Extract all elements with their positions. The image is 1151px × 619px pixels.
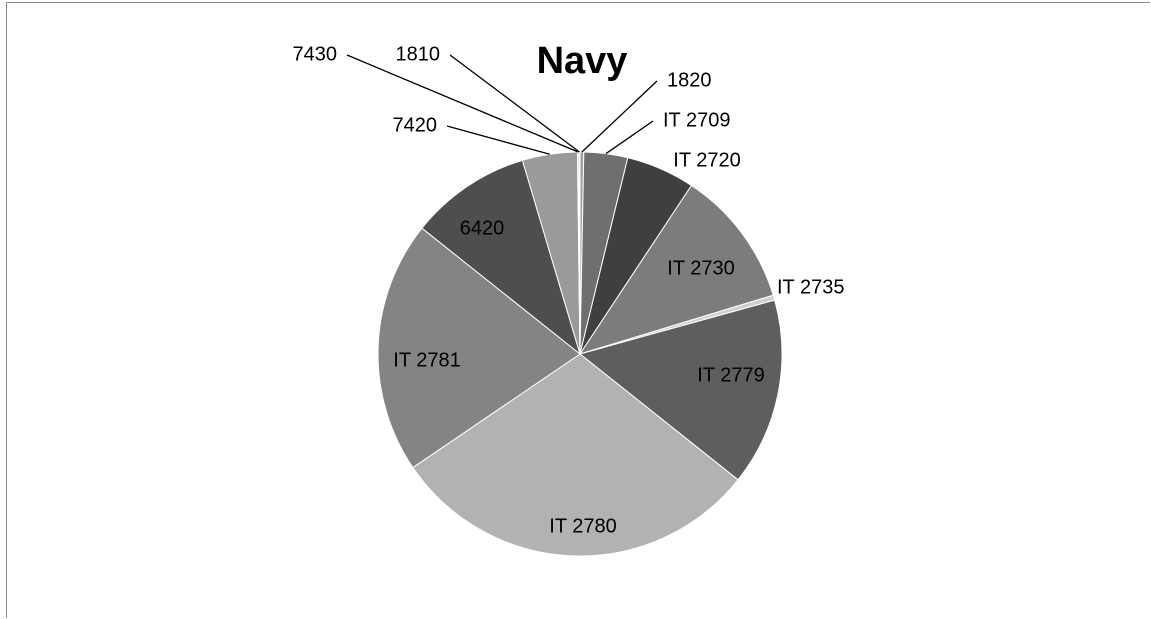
slice-it-2780	[412, 353, 739, 557]
slice-label-it-2720: IT 2720	[673, 149, 740, 171]
slice-label-1820: 1820	[667, 69, 712, 91]
slice-label-it-2780: IT 2780	[549, 515, 616, 537]
slice-label-it-2735: IT 2735	[777, 276, 844, 298]
slice-labels: 1820 IT 2709 IT 2720 IT 2730 IT 2735 IT 2779 I…	[293, 43, 845, 537]
slice-label-7420: 7420	[393, 114, 438, 136]
chart-title: Navy	[537, 40, 628, 82]
slice-it-2781	[377, 227, 581, 469]
slice-label-it-2779: IT 2779	[697, 364, 764, 386]
chart-frame: Navy 1820 IT 2709 IT 2720 IT 2730 IT 2735 IT …	[6, 2, 1150, 618]
slice-label-1810: 1810	[396, 43, 441, 65]
leader-lines	[346, 54, 658, 155]
slice-it-2730	[578, 184, 774, 355]
slice-it-2779	[578, 299, 783, 481]
leader-line-1810	[449, 54, 580, 153]
slice-label-6420: 6420	[460, 217, 505, 239]
leader-line-7430	[346, 54, 579, 153]
leader-line-7420	[446, 125, 550, 155]
slice-label-it-2709: IT 2709	[663, 109, 730, 131]
leader-line-1820	[581, 80, 658, 153]
slice-label-7430: 7430	[293, 43, 338, 65]
slice-label-it-2730: IT 2730	[667, 257, 734, 279]
leader-line-it-2709	[605, 120, 654, 155]
slice-6420	[421, 159, 581, 356]
slice-label-it-2781: IT 2781	[393, 349, 460, 371]
pie-chart: Navy 1820 IT 2709 IT 2720 IT 2730 IT 2735 IT …	[293, 40, 845, 557]
